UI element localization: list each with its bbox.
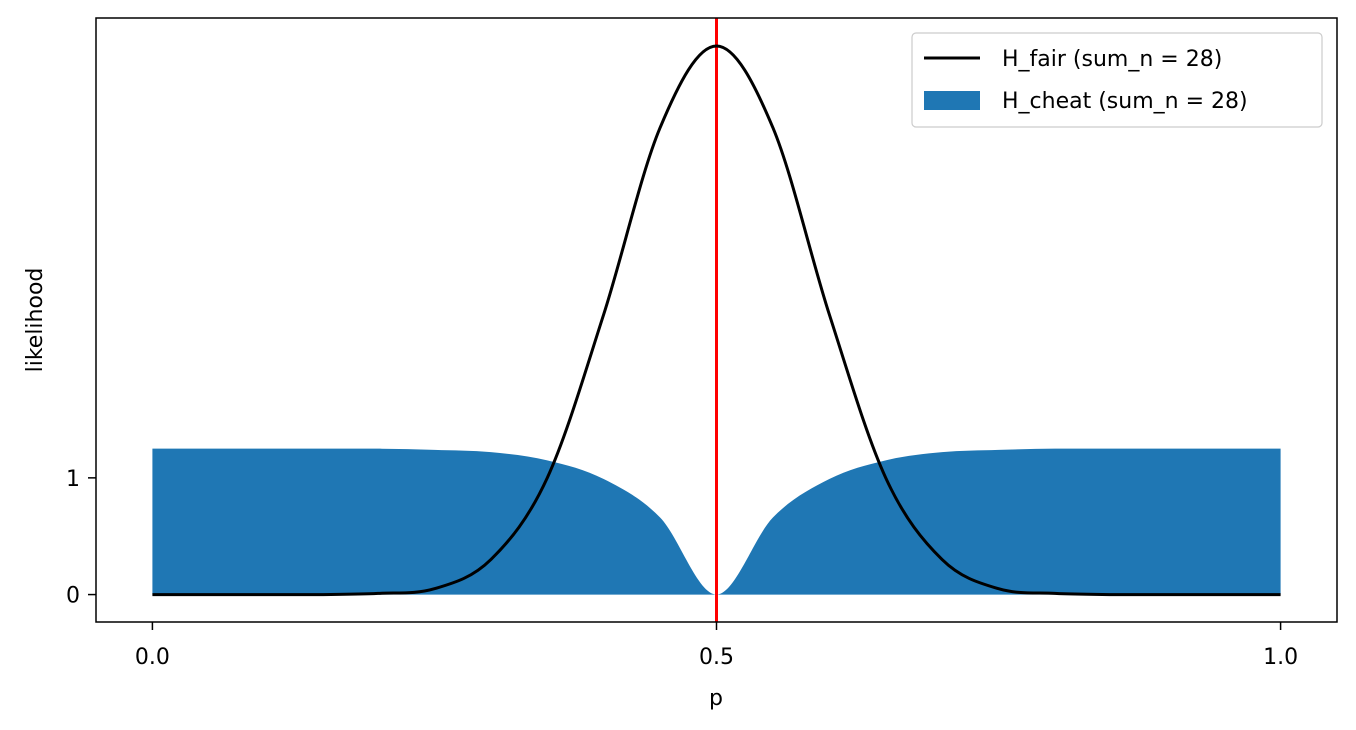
legend: H_fair (sum_n = 28) H_cheat (sum_n = 28)	[911, 32, 1323, 128]
legend-label-h-fair: H_fair (sum_n = 28)	[1002, 47, 1222, 72]
x-tick-label: 0.5	[699, 645, 734, 670]
y-tick-label: 0	[66, 584, 80, 609]
legend-box	[911, 32, 1323, 128]
axis-ticks: 0.0 0.5 1.0 0 1	[66, 467, 1298, 670]
area-series-h-cheat	[152, 448, 1281, 595]
x-axis-label: p	[709, 686, 723, 711]
legend-label-h-cheat: H_cheat (sum_n = 28)	[1002, 89, 1248, 114]
x-tick-label: 0.0	[135, 645, 170, 670]
legend-swatch-h-cheat	[924, 91, 980, 110]
line-series-h-fair	[152, 44, 1281, 597]
plot-area	[152, 18, 1281, 622]
x-tick-label: 1.0	[1263, 645, 1298, 670]
y-tick-label: 1	[66, 467, 80, 492]
y-axis-label: likelihood	[23, 268, 48, 373]
